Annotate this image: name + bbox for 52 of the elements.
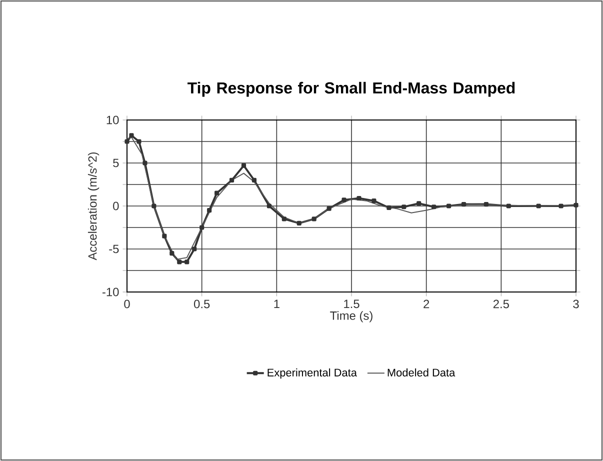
- x-tick-label: 2: [424, 300, 430, 308]
- point: [574, 202, 578, 208]
- point: [152, 204, 156, 208]
- x-tick-label: 0.5: [194, 300, 210, 308]
- point: [446, 204, 452, 208]
- point: [184, 260, 190, 264]
- point: [200, 225, 204, 230]
- point: [326, 206, 332, 211]
- y-tick-label: 10: [106, 116, 119, 124]
- point: [214, 190, 220, 196]
- y-tick-label: 5: [113, 158, 119, 168]
- y-tick-label: 0: [113, 202, 119, 210]
- point: [142, 160, 148, 166]
- point: [124, 139, 130, 144]
- point: [558, 204, 564, 208]
- point: [296, 220, 302, 226]
- x-tick-label: 1: [274, 300, 280, 308]
- point: [162, 234, 167, 238]
- x-tick-label: 0: [124, 300, 130, 308]
- point: [136, 139, 142, 144]
- point: [416, 201, 422, 206]
- point: [342, 198, 346, 202]
- legend-label: Experimental Data: [268, 368, 357, 379]
- legend-label: Modeled Data: [388, 368, 456, 376]
- x-axis-title: Time (s): [330, 311, 372, 322]
- y-tick-label: -5: [109, 244, 119, 254]
- chart-title: Tip Response for Small End-Mass Damped: [188, 82, 515, 97]
- point: [536, 204, 541, 208]
- point: [386, 205, 392, 210]
- point: [129, 133, 134, 138]
- point: [312, 216, 316, 222]
- y-axis-title: Acceleration (m/s^2): [88, 152, 100, 260]
- point: [241, 163, 246, 168]
- point: [192, 246, 197, 252]
- point: [356, 196, 362, 201]
- y-tick-label: -10: [102, 288, 119, 296]
- point: [432, 204, 436, 210]
- point: [372, 198, 376, 204]
- point: [506, 204, 511, 208]
- point: [177, 260, 182, 264]
- point: [484, 202, 488, 207]
- point: [402, 204, 406, 210]
- point: [461, 202, 466, 207]
- point: [170, 251, 174, 256]
- point: [282, 216, 286, 222]
- point: [266, 204, 272, 208]
- point: [229, 178, 234, 182]
- x-tick-label: 1.5: [344, 300, 360, 308]
- x-tick-label: 3: [573, 300, 579, 308]
- point: [252, 178, 257, 182]
- point: [207, 208, 212, 213]
- x-tick-label: 2.5: [493, 300, 509, 308]
